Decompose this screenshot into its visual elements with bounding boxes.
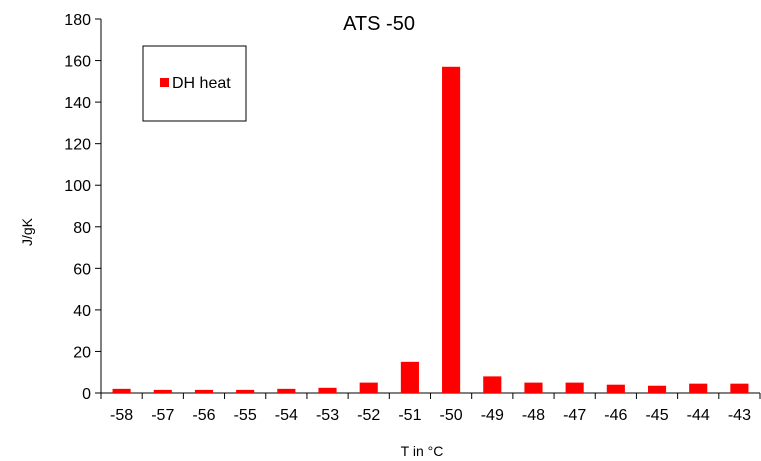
x-tick-label: -51 [398,407,421,424]
bar [194,389,214,393]
x-tick-label: -47 [563,407,586,424]
x-tick-label: -43 [728,407,751,424]
y-axis-title: J/gK [19,217,35,246]
bar [112,388,131,393]
y-tick-label: 120 [64,137,91,154]
x-tick-label: -45 [645,407,668,424]
legend-label: DH heat [172,75,231,92]
y-tick-label: 160 [64,54,91,71]
x-axis-title: T in °C [401,443,444,459]
bar [565,382,584,393]
x-tick-label: -44 [687,407,710,424]
bar [730,383,749,393]
chart-title: ATS -50 [343,13,415,35]
x-tick-label: -46 [604,407,627,424]
bar [483,376,502,393]
y-tick-label: 80 [73,220,91,237]
bar [442,66,461,394]
y-tick-label: 20 [73,344,91,361]
bar [606,384,625,393]
x-tick-label: -55 [234,407,257,424]
bar [277,388,296,393]
x-tick-label: -53 [316,407,339,424]
legend: DH heat [142,45,247,122]
y-tick-label: 60 [73,261,91,278]
y-tick-label: 180 [64,12,91,29]
bar [153,389,172,393]
x-tick-label: -57 [151,407,174,424]
plot-area: 0 20 40 60 80 100 120 140 160 180 -58 -57 -56 -55 -54 -… [64,12,761,424]
y-tick-label: 140 [64,95,91,112]
x-tick-label: -48 [522,407,545,424]
legend-swatch [160,78,169,87]
bar [647,385,667,393]
bar [400,361,419,393]
bar [524,382,543,393]
bar [318,387,337,393]
bar [689,383,708,393]
x-tick-label: -52 [357,407,380,424]
y-tick-label: 100 [64,178,91,195]
y-tick-label: 0 [82,386,91,403]
x-tick-label: -58 [110,407,133,424]
x-tick-label: -50 [440,407,463,424]
x-tick-label: -56 [192,407,215,424]
x-tick-label: -49 [481,407,504,424]
bar [359,382,378,393]
bar [236,389,255,393]
x-tick-label: -54 [275,407,298,424]
y-tick-label: 40 [73,303,91,320]
